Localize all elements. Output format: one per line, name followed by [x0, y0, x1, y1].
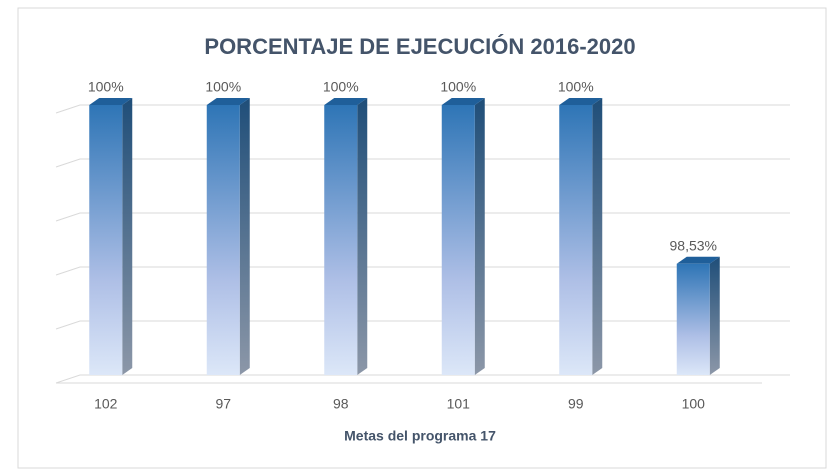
- x-tick-label: 98: [333, 396, 349, 412]
- bar-side: [474, 98, 485, 375]
- bar-top: [206, 98, 250, 105]
- value-label: 100%: [205, 79, 241, 95]
- bar: [676, 263, 710, 375]
- value-label: 100%: [558, 79, 594, 95]
- value-label: 100%: [323, 79, 359, 95]
- value-label: 98,53%: [670, 237, 717, 253]
- bar: [89, 105, 123, 375]
- chart-border: [17, 7, 827, 469]
- x-tick-label: 99: [568, 396, 584, 412]
- bar-top: [559, 98, 603, 105]
- x-tick-label: 102: [94, 396, 118, 412]
- bar-top: [89, 98, 133, 105]
- bar: [324, 105, 358, 375]
- x-axis-title: Metas del programa 17: [344, 428, 496, 444]
- bar-side: [122, 98, 133, 375]
- bar-top: [676, 256, 720, 264]
- bar-top: [441, 98, 485, 105]
- bar-side: [357, 98, 368, 375]
- grid-line: [55, 266, 790, 276]
- x-tick-label: 97: [215, 396, 231, 412]
- grid-line: [55, 320, 790, 330]
- grid-line: [55, 374, 790, 384]
- bar-side: [592, 98, 603, 375]
- grid-line: [55, 104, 790, 114]
- value-label: 100%: [88, 79, 124, 95]
- bar-side: [709, 256, 720, 375]
- x-tick-label: 100: [682, 396, 706, 412]
- chart-title: PORCENTAJE DE EJECUCIÓN 2016-2020: [204, 34, 635, 59]
- bar: [206, 105, 240, 375]
- bar: [559, 105, 593, 375]
- bar-side: [239, 98, 250, 375]
- bar-top: [324, 98, 368, 105]
- grid-line: [55, 158, 790, 168]
- bar: [441, 105, 475, 375]
- value-label: 100%: [440, 79, 476, 95]
- grid-line: [55, 212, 790, 222]
- x-tick-label: 101: [447, 396, 471, 412]
